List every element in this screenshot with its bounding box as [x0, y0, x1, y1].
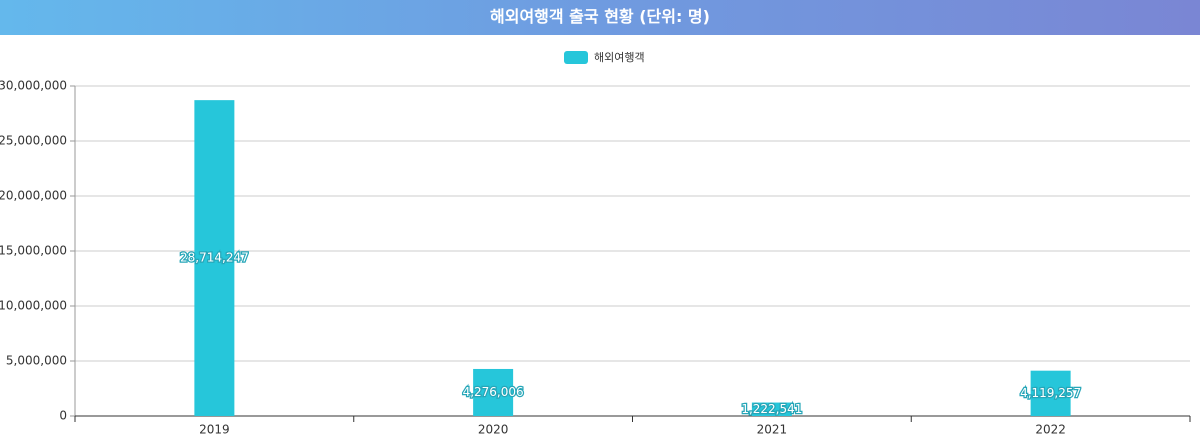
chart-title: 해외여행객 출국 현황 (단위: 명): [0, 0, 1200, 35]
y-tick-label: 10,000,000: [0, 299, 67, 313]
bar: [1030, 370, 1071, 416]
chart: 해외여행객 0 5,000,000 10,000,000 15,000,000 20,00…: [0, 50, 1191, 434]
bar: [194, 100, 235, 416]
x-tick-label: 2019: [199, 423, 230, 434]
x-tick-label: 2022: [1035, 423, 1066, 434]
x-tick-label: 2021: [757, 423, 788, 434]
value-label: 1,222,541: [741, 402, 802, 416]
x-tick-label: 2020: [478, 423, 509, 434]
y-tick-label: 5,000,000: [6, 354, 67, 368]
y-tick-label: 0: [59, 409, 67, 423]
value-label: 4,276,006: [463, 385, 524, 399]
legend-label: 해외여행객: [594, 50, 645, 64]
y-tick-label: 25,000,000: [0, 134, 67, 148]
bar: [473, 368, 514, 416]
y-tick-label: 15,000,000: [0, 244, 67, 258]
value-label: 4,119,257: [1020, 386, 1081, 400]
bar: [751, 402, 792, 416]
y-tick-label: 30,000,000: [0, 79, 67, 93]
legend-swatch: [564, 51, 588, 64]
y-tick-label: 20,000,000: [0, 189, 67, 203]
value-label: 28,714,247: [180, 251, 249, 265]
